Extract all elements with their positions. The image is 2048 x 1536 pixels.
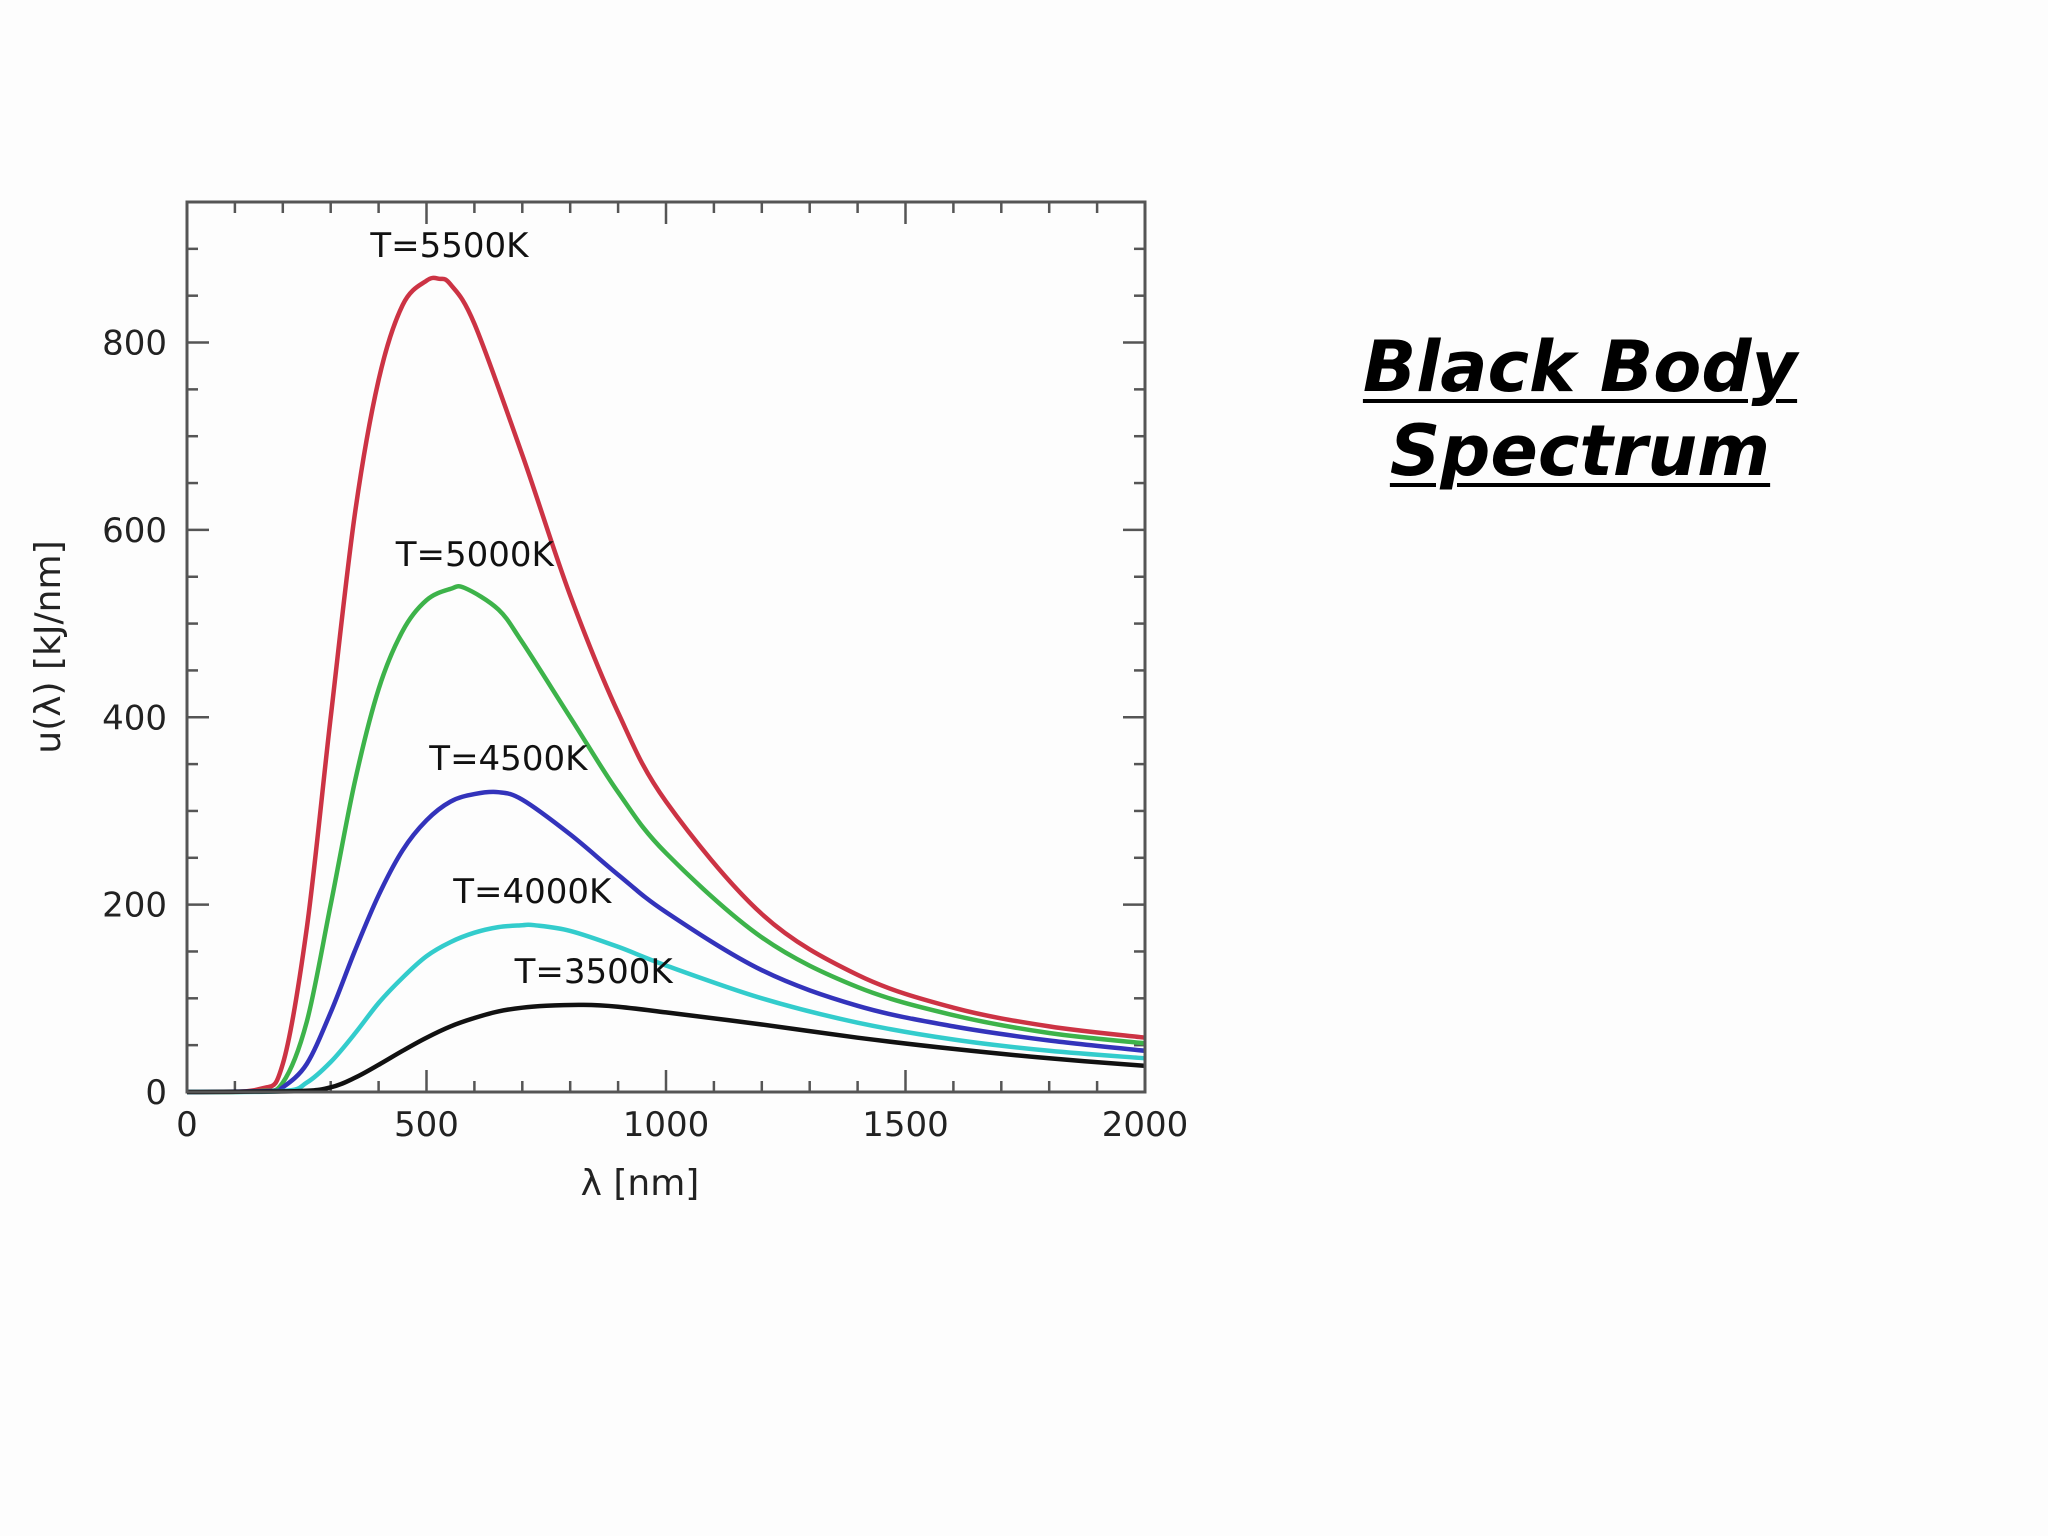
slide-title-line2: Spectrum [1389,410,1771,492]
slide-title-line1: Black Body [1362,326,1798,408]
slide-title: Black Body Spectrum [1300,325,1860,493]
series-line-t-5000k [186,583,1146,1095]
x-tick-label: 1500 [862,1105,949,1145]
series-label: T=4000K [452,872,613,912]
series-line-t-5500k [186,275,1146,1095]
y-tick-label: 200 [102,886,167,926]
x-tick-label: 500 [394,1105,459,1145]
series-line-t-4500k [186,789,1146,1095]
series-line-t-4000k [186,922,1146,1095]
series-line-t-3500k [186,1002,1146,1095]
x-tick-label: 2000 [1102,1105,1189,1145]
plot-frame [185,200,1147,1094]
x-tick-label: 1000 [623,1105,710,1145]
y-tick-label: 0 [145,1073,167,1113]
y-tick-label: 600 [102,511,167,551]
series-label: T=3500K [514,952,675,992]
x-tick-label: 0 [176,1105,198,1145]
x-axis-title: λ [nm] [581,1163,700,1204]
series-label: T=5500K [369,226,530,266]
series-label: T=5000K [395,535,556,575]
y-tick-label: 800 [102,324,167,364]
y-axis-title: u(λ) [kJ/nm] [28,540,69,753]
series-label: T=4500K [428,739,589,779]
y-tick-label: 400 [102,698,167,738]
